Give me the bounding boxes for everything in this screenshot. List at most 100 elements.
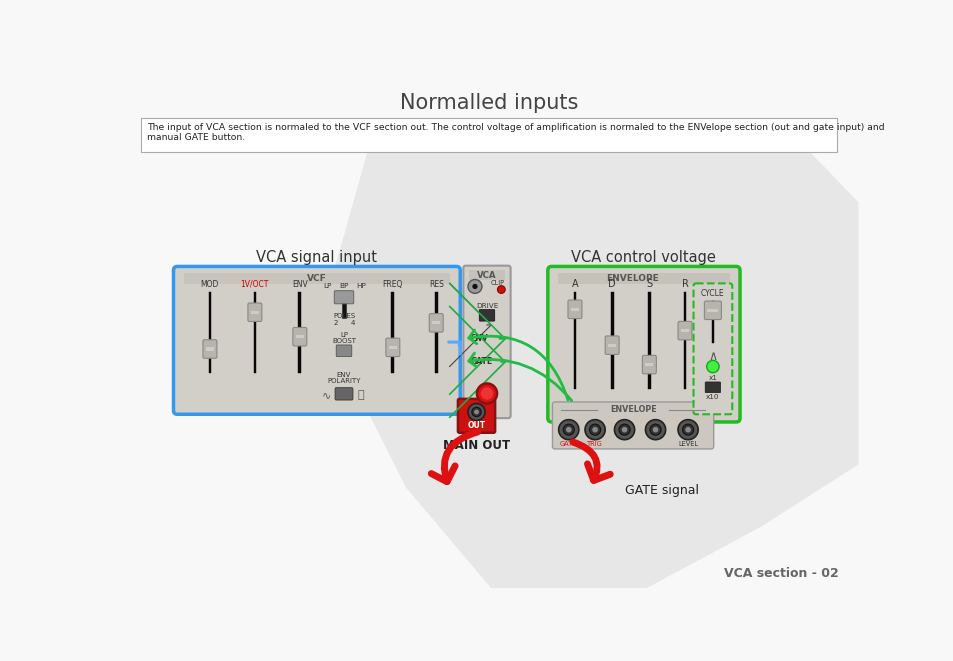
Text: MOD: MOD (200, 280, 219, 289)
Text: ⌒: ⌒ (357, 390, 364, 400)
Circle shape (565, 427, 571, 432)
Bar (647, 292, 650, 389)
Text: Normalled inputs: Normalled inputs (399, 93, 578, 113)
Text: TRIG: TRIG (587, 440, 602, 447)
Text: 1V/OCT: 1V/OCT (240, 280, 269, 289)
Bar (707, 309, 718, 312)
Circle shape (649, 424, 660, 435)
Bar (295, 335, 303, 338)
FancyArrowPatch shape (431, 432, 477, 482)
Text: ENVELOPE: ENVELOPE (609, 405, 656, 414)
Bar (645, 363, 653, 366)
Circle shape (589, 424, 600, 435)
FancyBboxPatch shape (335, 388, 353, 400)
Text: BP: BP (339, 283, 349, 289)
Circle shape (684, 427, 690, 432)
FancyArrowPatch shape (468, 353, 571, 401)
Text: GATE signal: GATE signal (624, 484, 698, 497)
Text: 4: 4 (350, 319, 355, 326)
Bar (251, 311, 258, 314)
Circle shape (472, 407, 480, 416)
Circle shape (584, 420, 604, 440)
Bar (432, 321, 439, 325)
Bar (341, 293, 346, 318)
Bar (468, 270, 505, 280)
Text: manual GATE button.: manual GATE button. (147, 134, 245, 142)
Circle shape (618, 424, 629, 435)
Text: FREQ: FREQ (382, 280, 402, 289)
Text: GATE: GATE (470, 358, 492, 366)
Circle shape (621, 427, 627, 432)
FancyArrowPatch shape (573, 442, 610, 481)
Text: POLARITY: POLARITY (327, 378, 360, 384)
Bar (608, 344, 616, 347)
Circle shape (645, 420, 665, 440)
Circle shape (468, 403, 484, 420)
Circle shape (558, 420, 578, 440)
Bar (683, 292, 685, 389)
Text: VCA control voltage: VCA control voltage (571, 250, 716, 264)
Text: LP: LP (339, 332, 348, 338)
Text: 2: 2 (333, 319, 337, 326)
FancyArrowPatch shape (468, 330, 567, 400)
Bar (610, 292, 613, 389)
FancyArrowPatch shape (448, 342, 460, 354)
FancyBboxPatch shape (334, 291, 354, 304)
Circle shape (614, 420, 634, 440)
FancyBboxPatch shape (704, 382, 720, 393)
Text: D: D (608, 279, 616, 289)
Text: ENV: ENV (470, 334, 487, 343)
Circle shape (681, 424, 693, 435)
FancyBboxPatch shape (335, 345, 352, 356)
Circle shape (476, 383, 497, 403)
Bar (389, 346, 396, 349)
Circle shape (652, 427, 658, 432)
Text: ENV: ENV (292, 280, 308, 289)
Bar (573, 292, 576, 389)
FancyBboxPatch shape (693, 284, 732, 414)
FancyBboxPatch shape (385, 338, 399, 356)
Text: VCF: VCF (307, 274, 327, 284)
FancyBboxPatch shape (567, 300, 581, 319)
Circle shape (497, 286, 505, 293)
FancyBboxPatch shape (457, 399, 495, 433)
Text: VCA signal input: VCA signal input (256, 250, 377, 264)
Text: R: R (680, 279, 688, 289)
Text: x1: x1 (708, 375, 717, 381)
FancyBboxPatch shape (203, 340, 216, 358)
Circle shape (562, 424, 574, 435)
Circle shape (678, 420, 698, 440)
Text: LP: LP (322, 283, 331, 289)
Text: POLES: POLES (333, 313, 355, 319)
FancyBboxPatch shape (547, 266, 740, 422)
Bar (141, 118, 836, 152)
Bar (558, 274, 729, 284)
Text: CYCLE: CYCLE (700, 289, 724, 297)
FancyBboxPatch shape (478, 309, 495, 321)
Circle shape (592, 427, 598, 432)
Bar (391, 292, 394, 373)
Bar (298, 292, 301, 373)
Bar (253, 292, 256, 373)
FancyBboxPatch shape (248, 303, 261, 321)
Text: ENV: ENV (336, 372, 351, 378)
Polygon shape (320, 135, 858, 588)
Text: LEVEL: LEVEL (678, 440, 698, 447)
Bar (571, 308, 578, 311)
Text: VCA: VCA (476, 271, 497, 280)
FancyBboxPatch shape (429, 313, 443, 332)
Bar (680, 329, 688, 332)
Text: GATE: GATE (559, 440, 577, 447)
Text: DRIVE: DRIVE (476, 303, 497, 309)
Text: S: S (645, 279, 652, 289)
Text: ∧: ∧ (707, 350, 717, 364)
Circle shape (468, 280, 481, 293)
Bar (209, 292, 211, 373)
Circle shape (706, 360, 719, 373)
Bar (206, 348, 213, 350)
FancyBboxPatch shape (173, 266, 459, 414)
FancyBboxPatch shape (678, 321, 691, 340)
Text: ∿: ∿ (322, 390, 332, 400)
Bar (183, 274, 450, 284)
Text: HP: HP (355, 283, 366, 289)
